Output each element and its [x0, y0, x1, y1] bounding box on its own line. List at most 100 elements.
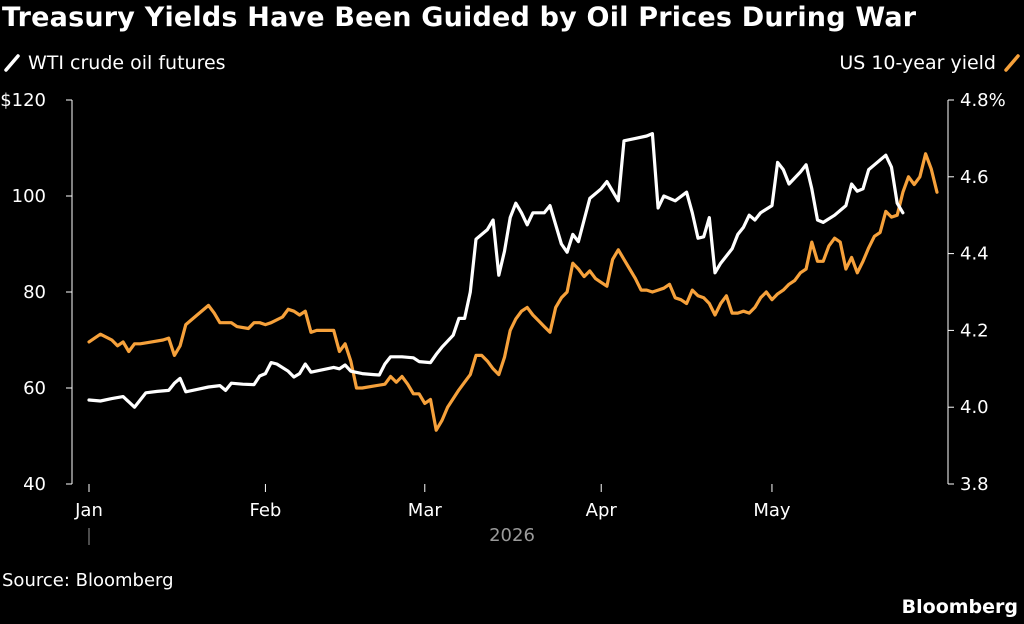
data-point [230, 382, 233, 385]
data-point [111, 339, 113, 341]
data-point [702, 297, 705, 299]
data-point [799, 272, 802, 274]
source-note: Source: Bloomberg [2, 570, 174, 591]
data-point [907, 176, 910, 178]
data-point [264, 323, 267, 326]
data-point [566, 251, 568, 253]
x-axis-tick-label: Mar [408, 500, 443, 521]
data-point [332, 366, 335, 369]
data-point [384, 363, 386, 365]
data-point [560, 243, 563, 245]
data-point [873, 235, 876, 238]
left-y-axis: 40 60 80 100 $120 [0, 90, 73, 495]
data-point [759, 297, 762, 299]
right-axis-tick-label: 4.0 [960, 397, 989, 418]
data-point [167, 337, 170, 339]
data-point [520, 310, 523, 313]
data-point [839, 241, 841, 243]
right-axis-tick-label: 4.8% [960, 90, 1006, 111]
legend-item-wti: WTI crude oil futures [4, 52, 226, 74]
x-axis-year-label: 2026 [489, 525, 535, 546]
data-point [651, 132, 654, 135]
data-point [714, 272, 716, 274]
data-point [856, 190, 859, 192]
data-point [782, 168, 785, 171]
data-point [816, 260, 819, 263]
brand-logo-text: Bloomberg [901, 596, 1018, 618]
data-point [737, 233, 739, 236]
left-axis-tick-label: 80 [23, 282, 46, 303]
x-axis: Jan Feb Mar Apr May 2026 [74, 484, 791, 546]
data-point [532, 212, 534, 214]
data-point [828, 245, 830, 247]
data-point [924, 153, 927, 155]
data-point [88, 341, 90, 343]
data-point [543, 325, 546, 328]
data-point [253, 321, 255, 324]
data-point [116, 345, 119, 347]
data-point [429, 361, 432, 364]
right-y-axis: 3.8 4.0 4.2 4.4 4.6 4.8% [947, 90, 1006, 495]
data-point [219, 384, 221, 387]
data-point [304, 363, 307, 365]
data-point [173, 382, 176, 385]
series-yield [87, 152, 939, 432]
data-point [230, 321, 233, 324]
data-point [520, 212, 523, 214]
data-point [145, 392, 147, 394]
data-point [811, 188, 813, 190]
data-point [264, 372, 267, 375]
data-point [492, 368, 494, 370]
data-point [321, 369, 324, 371]
data-point [708, 302, 711, 305]
data-point [236, 325, 238, 328]
series-line [87, 152, 939, 432]
data-point [441, 419, 443, 422]
data-point [896, 202, 898, 204]
data-point [435, 429, 438, 432]
data-point [287, 370, 290, 373]
data-point [475, 354, 477, 357]
data-point [862, 188, 864, 190]
data-point [498, 274, 500, 277]
data-point [566, 291, 568, 293]
data-point [99, 400, 102, 402]
data-point [298, 314, 301, 316]
data-point [793, 279, 796, 282]
left-axis-tick-label: 100 [12, 186, 46, 207]
data-point [577, 268, 580, 270]
data-point [156, 390, 159, 393]
data-point [663, 195, 665, 197]
data-point [913, 183, 915, 186]
data-point [731, 248, 733, 250]
right-axis-tick-label: 3.8 [960, 474, 989, 495]
data-point [310, 371, 312, 374]
data-point [537, 320, 540, 322]
data-point [594, 277, 597, 280]
data-point [833, 237, 836, 239]
x-axis-tick-label: May [753, 500, 791, 521]
data-point [452, 334, 455, 337]
data-point [788, 283, 790, 286]
data-point [99, 333, 102, 336]
data-point [896, 214, 898, 216]
data-point [247, 327, 250, 330]
data-point [776, 161, 779, 164]
data-point [645, 289, 648, 291]
data-point [446, 406, 449, 409]
data-point [617, 200, 620, 202]
data-point [458, 389, 460, 391]
data-point [583, 275, 585, 278]
data-point [611, 258, 614, 261]
data-point [355, 387, 358, 389]
data-point [680, 298, 682, 301]
data-point [742, 310, 745, 313]
data-point [270, 321, 272, 324]
data-point [611, 190, 614, 192]
data-point [805, 268, 807, 270]
data-point [515, 202, 517, 204]
legend-swatch-wti [4, 54, 20, 72]
data-point [879, 159, 881, 161]
data-point [885, 210, 887, 213]
